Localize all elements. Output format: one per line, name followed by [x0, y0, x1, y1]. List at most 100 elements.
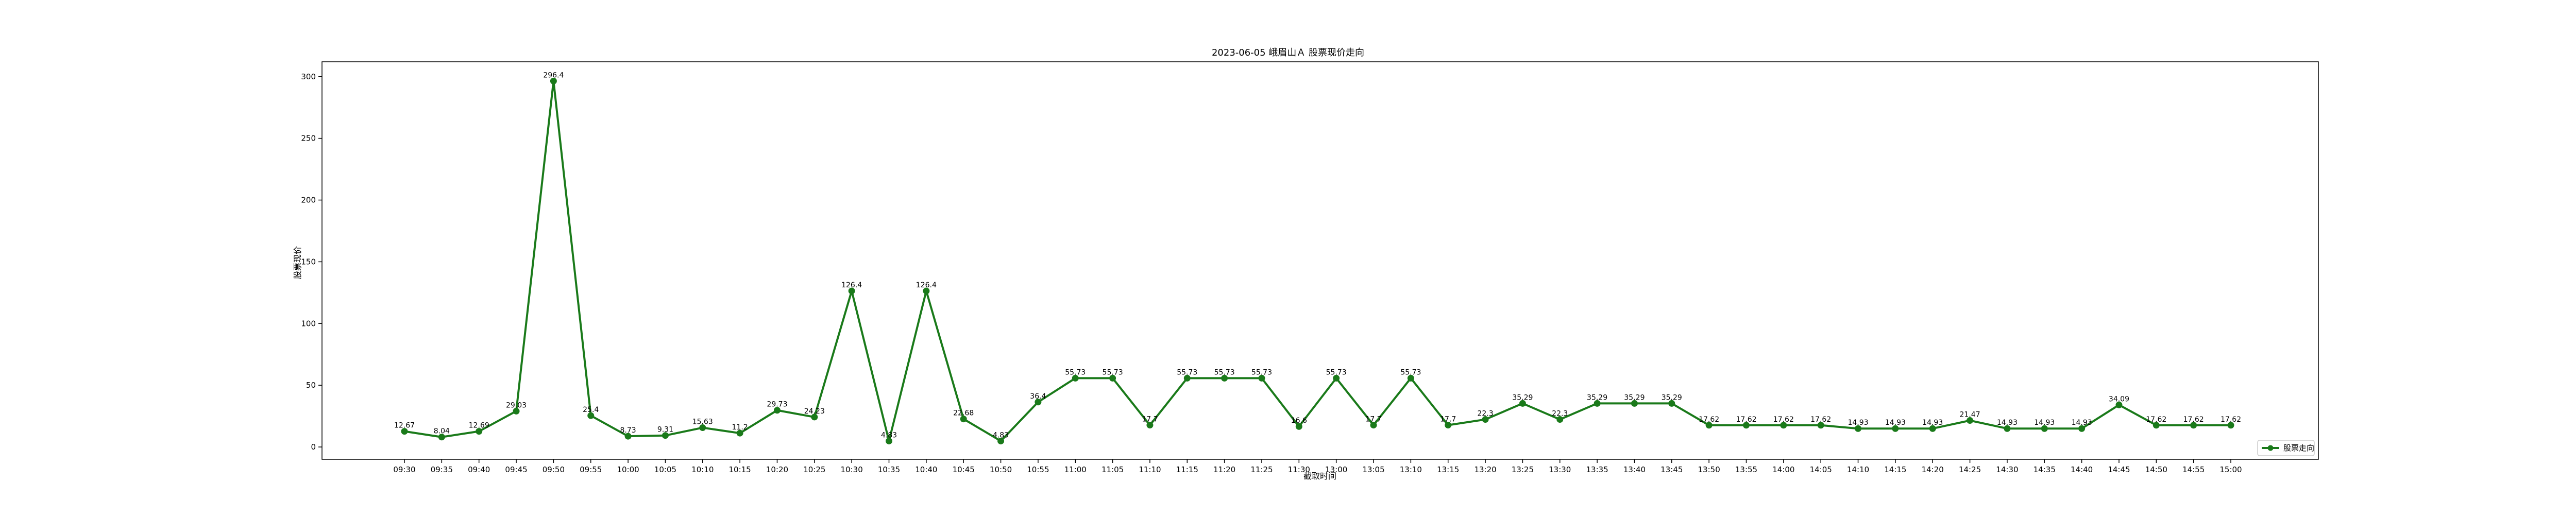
data-point: [550, 77, 557, 84]
x-tick-label: 14:50: [2145, 465, 2167, 474]
data-point: [1109, 374, 1116, 382]
data-label: 34.09: [2109, 395, 2129, 403]
data-label: 9.31: [657, 426, 673, 434]
data-label: 14.93: [1885, 419, 1906, 427]
x-tick-label: 11:30: [1288, 465, 1310, 474]
data-label: 24.23: [804, 407, 825, 416]
data-label: 55.73: [1326, 368, 1347, 376]
data-label: 55.73: [1251, 368, 1272, 376]
x-tick-label: 13:15: [1437, 465, 1459, 474]
x-tick-label: 13:45: [1660, 465, 1683, 474]
data-label: 17.7: [1365, 416, 1381, 424]
data-point: [2078, 425, 2086, 432]
data-point: [1929, 425, 1936, 432]
x-tick-label: 13:25: [1512, 465, 1534, 474]
data-point: [1333, 374, 1340, 382]
data-label: 22.3: [1552, 410, 1568, 418]
x-tick-label: 13:20: [1474, 465, 1496, 474]
x-tick-label: 13:05: [1362, 465, 1384, 474]
x-tick-label: 13:40: [1623, 465, 1646, 474]
series-line: [404, 80, 2231, 442]
data-point: [1072, 374, 1079, 382]
data-point: [2153, 422, 2160, 429]
data-label: 21.47: [1960, 411, 1980, 419]
data-point: [1892, 425, 1899, 432]
data-label: 14.93: [1922, 419, 1943, 427]
data-point: [1705, 422, 1713, 429]
chart-title: 2023-06-05 峨眉山Ａ 股票现价走向: [1212, 47, 1364, 58]
y-tick-label: 150: [301, 257, 316, 266]
data-label: 12.69: [469, 422, 489, 430]
data-label: 17.62: [2146, 416, 2166, 424]
data-label: 35.29: [1624, 393, 1645, 402]
data-label: 29.73: [767, 401, 787, 409]
data-label: 14.93: [1848, 419, 1868, 427]
data-point: [1035, 399, 1042, 406]
series-layer: [401, 77, 2234, 444]
data-point: [811, 413, 818, 421]
x-tick-label: 10:30: [841, 465, 863, 474]
data-label: 14.93: [1997, 419, 2018, 427]
y-tick-label: 300: [301, 72, 316, 81]
data-point: [1817, 422, 1824, 429]
y-tick-label: 200: [301, 196, 316, 205]
x-tick-label: 14:30: [1996, 465, 2018, 474]
data-label: 296.4: [543, 71, 564, 79]
x-tick-label: 13:35: [1586, 465, 1608, 474]
data-label: 8.73: [620, 426, 636, 435]
data-point: [1855, 425, 1862, 432]
data-label: 14.93: [2034, 419, 2055, 427]
x-tick-label: 10:50: [990, 465, 1012, 474]
data-point: [1780, 422, 1787, 429]
data-label: 35.29: [1587, 393, 1607, 402]
data-point: [960, 416, 967, 423]
x-tick-label: 11:00: [1064, 465, 1087, 474]
x-axis-label: 截取时间: [1303, 471, 1336, 481]
axes: 0 50 100 150 200 250 300 09:30 09:35 09:40 09:45 09…: [301, 61, 2319, 474]
data-label: 55.73: [1214, 368, 1235, 376]
x-tick-label: 11:10: [1139, 465, 1161, 474]
data-point: [1519, 400, 1526, 407]
data-label: 36.4: [1030, 392, 1046, 401]
data-label: 55.73: [1065, 368, 1086, 376]
data-point: [1967, 417, 1974, 424]
data-point: [773, 407, 781, 414]
data-point: [1407, 374, 1414, 382]
y-axis-label: 股票现价: [293, 246, 302, 279]
x-tick-label: 10:15: [729, 465, 751, 474]
x-tick-label: 11:05: [1101, 465, 1124, 474]
data-point: [848, 287, 855, 295]
x-tick-label: 10:55: [1027, 465, 1049, 474]
data-point: [1631, 400, 1638, 407]
data-label: 11.2: [732, 423, 748, 432]
legend-box: [2257, 440, 2315, 456]
x-tick-label: 11:15: [1176, 465, 1198, 474]
data-point: [2041, 425, 2048, 432]
x-tick-label: 10:05: [654, 465, 676, 474]
data-point: [1594, 400, 1601, 407]
data-labels: 12.67 8.04 12.69 29.03 296.4 25.4 8.73 9.31 15.6…: [394, 71, 2241, 439]
data-label: 35.29: [1662, 393, 1682, 402]
data-point: [2227, 422, 2234, 429]
y-tick-label: 0: [311, 442, 316, 452]
data-label: 12.67: [394, 422, 415, 430]
x-tick-label: 13:10: [1400, 465, 1422, 474]
data-point: [886, 437, 893, 444]
data-label: 8.04: [434, 427, 450, 436]
x-tick-label: 14:20: [1922, 465, 1944, 474]
data-point: [2115, 401, 2123, 408]
x-tick-label: 14:10: [1847, 465, 1869, 474]
data-point: [2004, 425, 2011, 432]
x-tick-label: 13:55: [1735, 465, 1757, 474]
data-point: [736, 429, 743, 437]
x-tick-label: 13:00: [1325, 465, 1347, 474]
legend-marker: [2267, 445, 2274, 451]
data-point: [438, 434, 445, 441]
data-point: [1482, 416, 1489, 423]
data-label: 126.4: [916, 281, 937, 289]
x-tick-label: 10:35: [878, 465, 900, 474]
data-label: 17.62: [2183, 416, 2204, 424]
data-point: [624, 433, 632, 440]
